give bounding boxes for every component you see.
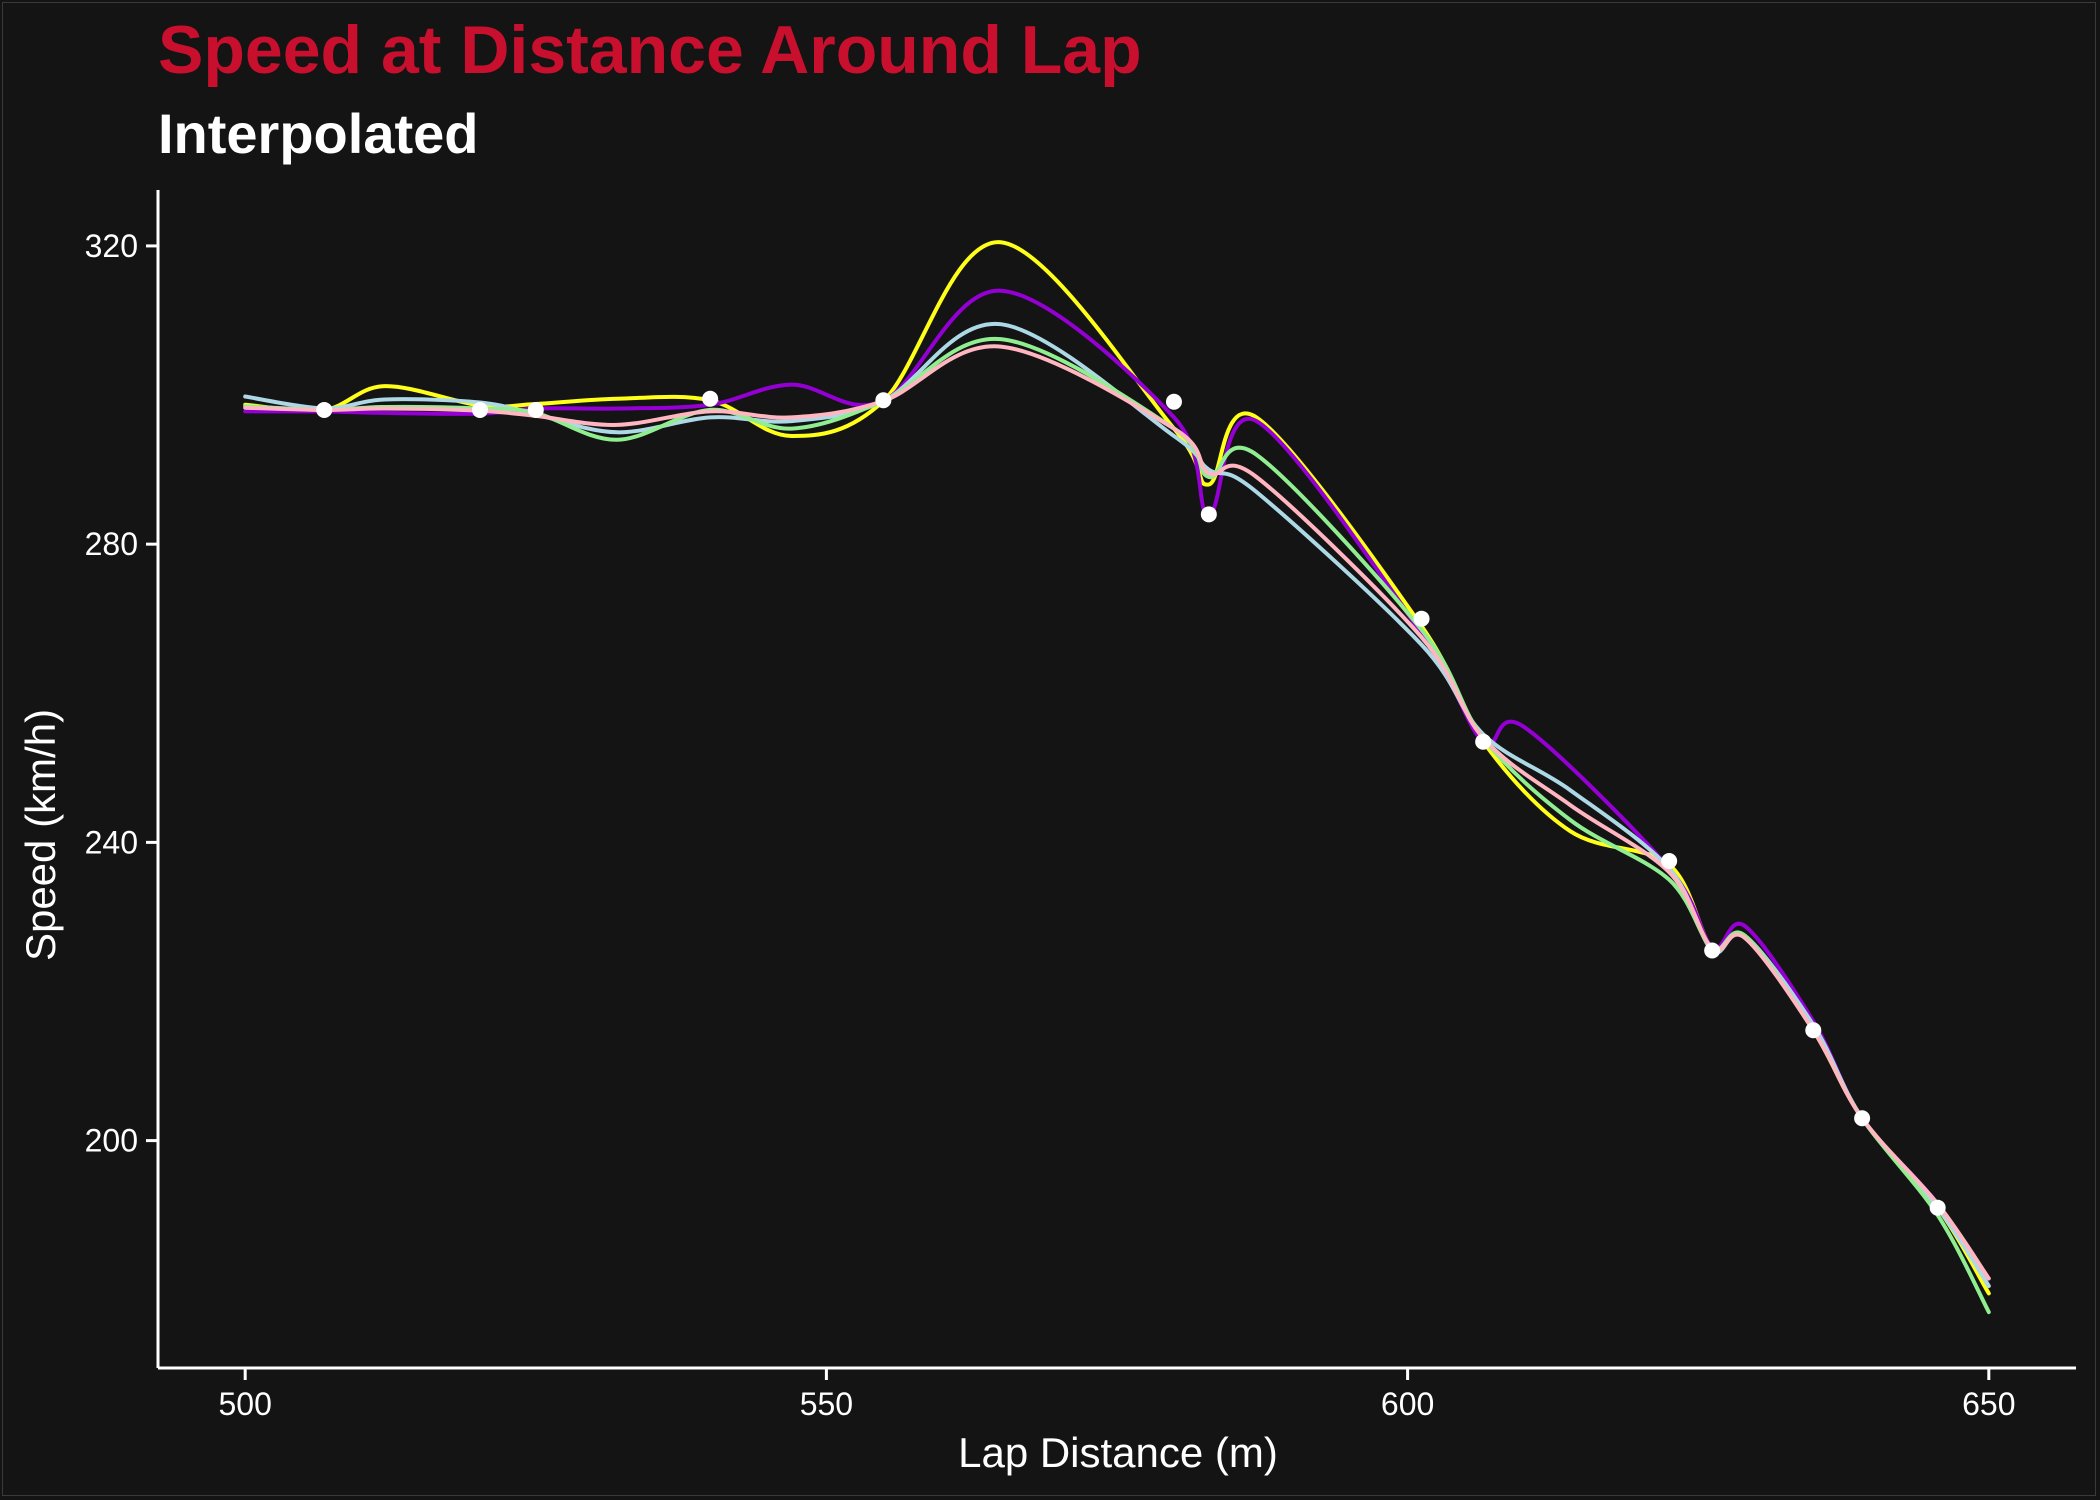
series-lines xyxy=(243,240,1991,1315)
observed-point xyxy=(316,401,333,418)
y-tick-label: 240 xyxy=(85,824,138,860)
axes: 500 550 600 650 200 240 280 320 xyxy=(85,190,2076,1422)
y-tick-label: 200 xyxy=(85,1123,138,1159)
observed-point xyxy=(1805,1022,1822,1039)
observed-point xyxy=(527,401,544,418)
x-tick-label: 500 xyxy=(218,1386,271,1422)
x-axis-title: Lap Distance (m) xyxy=(958,1429,1278,1476)
chart-subtitle: Interpolated xyxy=(158,102,479,165)
series-line-4 xyxy=(243,336,1991,1315)
series-line-1 xyxy=(243,240,1991,1296)
observed-point xyxy=(875,392,892,409)
observed-point xyxy=(1854,1110,1871,1127)
observed-point xyxy=(1661,853,1678,870)
observed-point xyxy=(1929,1199,1946,1216)
chart-title: Speed at Distance Around Lap xyxy=(158,12,1142,88)
observed-point xyxy=(471,401,488,418)
x-tick-label: 600 xyxy=(1381,1386,1434,1422)
observed-point xyxy=(1413,610,1430,627)
series-line-5 xyxy=(243,344,1991,1281)
y-axis-title: Speed (km/h) xyxy=(17,709,64,961)
series-line-3 xyxy=(243,322,1991,1288)
observed-point xyxy=(1200,506,1217,523)
x-tick-label: 650 xyxy=(1962,1386,2015,1422)
observed-points xyxy=(316,390,1946,1216)
series-line-2 xyxy=(243,288,1991,1288)
y-tick-label: 280 xyxy=(85,526,138,562)
x-tick-label: 550 xyxy=(800,1386,853,1422)
observed-point xyxy=(1475,733,1492,750)
y-tick-label: 320 xyxy=(85,228,138,264)
observed-point xyxy=(702,390,719,407)
observed-point xyxy=(1165,393,1182,410)
observed-point xyxy=(1704,942,1721,959)
